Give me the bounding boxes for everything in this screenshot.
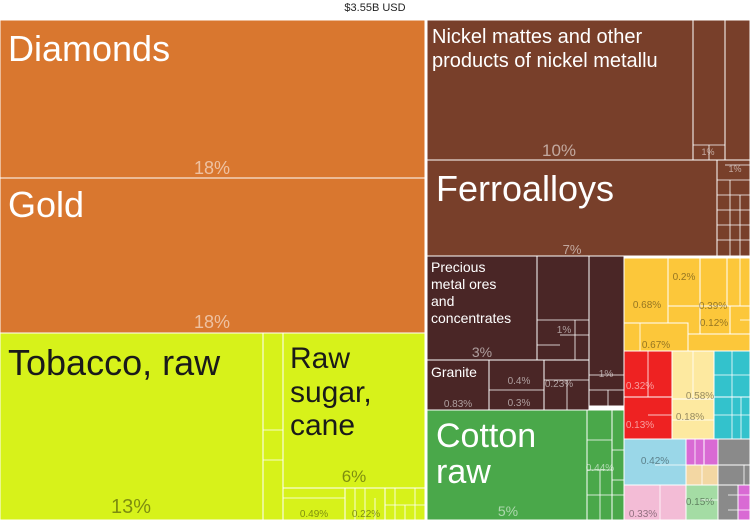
tile-other-2[interactable]	[717, 484, 739, 520]
label-granite: Granite	[431, 364, 477, 380]
label-precious-line-3: and	[431, 293, 454, 309]
label-gold: Gold	[8, 184, 84, 225]
pct-small-022: 0.22%	[352, 509, 380, 520]
tile-tobacco-sub[interactable]	[262, 332, 284, 520]
pct-small-013: 0.13%	[626, 420, 654, 431]
pct-small-068: 0.68%	[633, 300, 661, 311]
tile-agri-small-1[interactable]	[282, 487, 346, 520]
tile-plastics-1[interactable]	[623, 484, 687, 520]
total-value-label: $3.55B USD	[344, 2, 406, 14]
pct-nickel: 10%	[542, 141, 576, 160]
tile-chem-9[interactable]	[687, 333, 750, 352]
tile-sugar[interactable]	[282, 332, 426, 489]
tile-nickel[interactable]	[426, 20, 694, 161]
pct-small-1d: 1%	[599, 369, 614, 380]
tile-textile-small-1[interactable]	[586, 409, 613, 520]
label-precious-line-2: metal ores	[431, 276, 496, 292]
pct-small-015: 0.15%	[686, 497, 714, 508]
pct-cotton: 5%	[498, 503, 518, 519]
pct-small-1b: 1%	[728, 164, 741, 174]
pct-small-03: 0.3%	[508, 398, 531, 409]
label-tobacco: Tobacco, raw	[8, 342, 221, 383]
subdivision-lines	[263, 144, 750, 520]
pct-small-044: 0.44%	[586, 463, 614, 474]
pct-small-04: 0.4%	[508, 376, 531, 387]
pct-small-039: 0.39%	[699, 301, 727, 312]
tile-misc-2[interactable]	[703, 438, 719, 466]
tile-chem-4[interactable]	[726, 257, 750, 307]
label-sugar-line-1: Raw	[290, 342, 350, 375]
tile-stone-small-4[interactable]	[543, 359, 590, 411]
tile-vehicles-2[interactable]	[717, 464, 750, 486]
label-nickel-line-1: Nickel mattes and other	[432, 26, 642, 48]
tile-chem-1[interactable]	[623, 257, 669, 324]
tile-metal-small-1[interactable]	[692, 20, 726, 161]
pct-small-018: 0.18%	[676, 412, 704, 423]
tile-diamonds[interactable]	[0, 20, 426, 179]
pct-precious: 3%	[472, 344, 492, 360]
tile-machinery-2[interactable]	[623, 396, 673, 440]
pct-gold: 18%	[194, 312, 230, 332]
pct-small-1c: 1%	[557, 325, 572, 336]
label-precious-line-1: Precious	[431, 259, 485, 275]
pct-small-033: 0.33%	[629, 509, 657, 520]
pct-small-042: 0.42%	[641, 456, 669, 467]
tile-cotton[interactable]	[426, 409, 588, 520]
tile-chem-3[interactable]	[699, 257, 728, 307]
pct-granite: 0.83%	[444, 399, 472, 410]
tile-stone-small-2[interactable]	[588, 255, 625, 407]
pct-small-049: 0.49%	[300, 509, 328, 520]
pct-tobacco: 13%	[111, 496, 151, 518]
pct-ferroalloys: 7%	[563, 242, 582, 257]
pct-diamonds: 18%	[194, 158, 230, 178]
label-sugar-line-3: cane	[290, 409, 355, 442]
tile-stone-small-1[interactable]	[536, 255, 590, 361]
label-cotton-line-1: Cotton	[436, 417, 536, 455]
label-diamonds: Diamonds	[8, 28, 170, 69]
tile-chem-8[interactable]	[623, 322, 689, 352]
tile-precious-ores[interactable]	[426, 255, 538, 361]
label-cotton-line-2: raw	[436, 453, 491, 491]
pct-small-032: 0.32%	[626, 381, 654, 392]
tile-ferroalloys[interactable]	[426, 159, 718, 257]
tile-granite[interactable]	[426, 359, 490, 411]
tile-gold[interactable]	[0, 177, 426, 334]
label-precious-line-4: concentrates	[431, 310, 511, 326]
label-ferroalloys: Ferroalloys	[436, 168, 614, 209]
tile-metal-small-2[interactable]	[724, 20, 750, 176]
pct-small-1a: 1%	[701, 147, 714, 157]
pct-small-067: 0.67%	[642, 340, 670, 351]
tile-vehicles-1[interactable]	[717, 438, 750, 466]
pct-sugar: 6%	[342, 467, 367, 486]
label-sugar-line-2: sugar,	[290, 376, 372, 409]
pct-small-058: 0.58%	[686, 391, 714, 402]
tile-metal-small-3[interactable]	[716, 159, 750, 257]
tile-stone-small-3[interactable]	[488, 359, 545, 411]
pct-small-02: 0.2%	[673, 272, 696, 283]
tile-other-3[interactable]	[737, 484, 750, 520]
label-nickel-line-2: products of nickel metallu	[432, 50, 658, 72]
pct-small-012: 0.12%	[700, 318, 728, 329]
treemap-canvas: Diamonds 18% Gold 18% Tobacco, raw 13% R…	[0, 20, 750, 520]
tile-tobacco[interactable]	[0, 332, 264, 520]
pct-small-023: 0.23%	[545, 379, 573, 390]
